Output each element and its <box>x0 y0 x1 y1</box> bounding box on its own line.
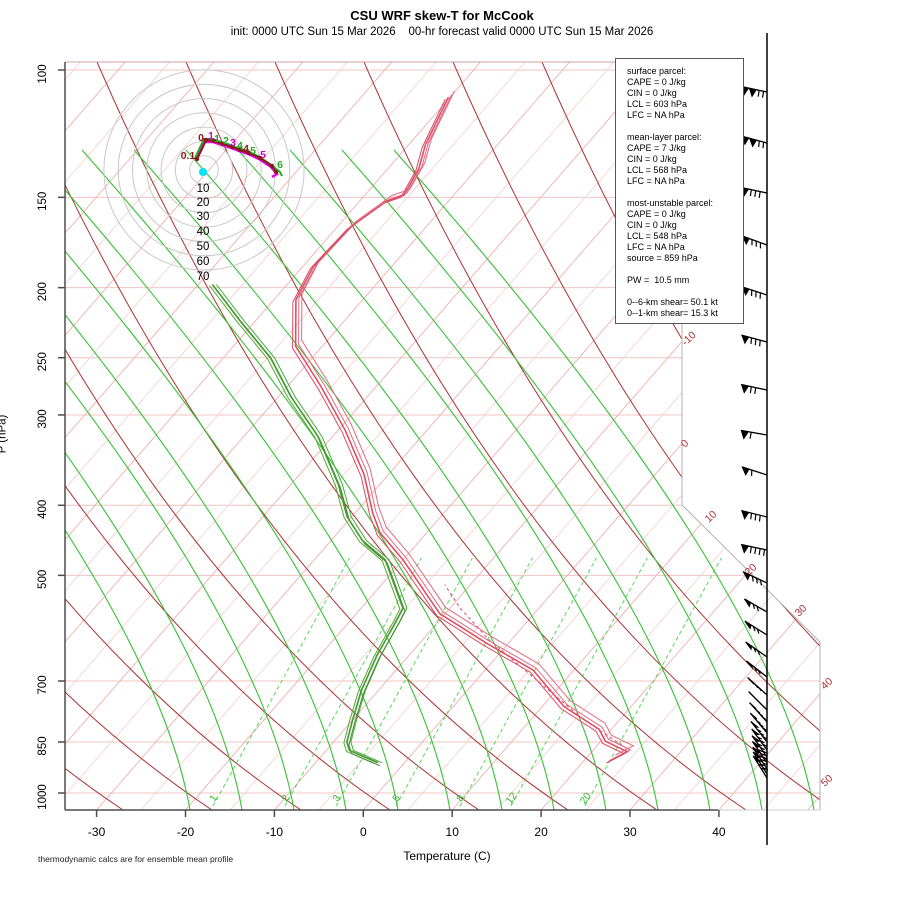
svg-text:-20: -20 <box>177 825 195 839</box>
svg-text:5: 5 <box>391 793 403 804</box>
parcel-info-line: CAPE = 0 J/kg <box>627 209 686 219</box>
svg-text:20: 20 <box>534 825 548 839</box>
parcel-info-line <box>627 187 743 198</box>
parcel-info-line: LFC = NA hPa <box>627 176 685 186</box>
svg-text:10: 10 <box>703 508 720 525</box>
svg-text:0.1: 0.1 <box>181 150 196 162</box>
svg-text:30: 30 <box>623 825 637 839</box>
parcel-info-line: LCL = 568 hPa <box>627 165 687 175</box>
svg-text:5: 5 <box>250 145 256 157</box>
chart-title: CSU WRF skew-T for McCook <box>350 8 534 23</box>
svg-text:3: 3 <box>230 137 236 149</box>
parcel-info-line: LCL = 603 hPa <box>627 99 687 109</box>
svg-text:20: 20 <box>197 197 210 209</box>
background-grid <box>65 62 820 810</box>
svg-text:2: 2 <box>223 135 229 147</box>
parcel-info-line: CAPE = 0 J/kg <box>627 77 686 87</box>
svg-text:300: 300 <box>37 409 49 428</box>
parcel-info-line <box>627 286 743 297</box>
svg-text:70: 70 <box>197 271 210 283</box>
svg-text:50: 50 <box>197 241 210 253</box>
chart-subtitle: init: 0000 UTC Sun 15 Mar 2026 00-hr for… <box>230 26 654 38</box>
svg-text:60: 60 <box>197 256 210 268</box>
svg-text:500: 500 <box>37 570 49 589</box>
parcel-info-line: LFC = NA hPa <box>627 110 685 120</box>
svg-text:10: 10 <box>446 825 460 839</box>
svg-text:1: 1 <box>214 133 220 145</box>
parcel-info-line: CAPE = 7 J/kg <box>627 143 686 153</box>
svg-text:4: 4 <box>243 143 249 155</box>
x-axis-label: Temperature (C) <box>403 849 491 863</box>
svg-text:3: 3 <box>331 793 343 804</box>
parcel-info-line: LCL = 548 hPa <box>627 231 687 241</box>
parcel-info-line <box>627 121 743 132</box>
svg-text:6: 6 <box>277 159 283 171</box>
parcel-info-line: most-unstable parcel: <box>627 198 714 208</box>
svg-text:40: 40 <box>712 825 726 839</box>
storm-motion-dot <box>199 168 207 176</box>
svg-text:-10: -10 <box>266 825 284 839</box>
svg-text:250: 250 <box>37 352 49 371</box>
dewpoint-profile <box>209 283 408 767</box>
svg-text:1: 1 <box>208 130 214 142</box>
svg-text:0: 0 <box>198 132 204 144</box>
parcel-info-line: mean-layer parcel: <box>627 132 702 142</box>
wind-barbs <box>740 33 769 845</box>
svg-text:150: 150 <box>37 192 49 211</box>
svg-text:0: 0 <box>679 437 692 450</box>
parcel-info-line: LFC = NA hPa <box>627 242 685 252</box>
svg-text:40: 40 <box>819 675 836 692</box>
y-axis-label: P (hPa) <box>0 414 9 454</box>
svg-text:100: 100 <box>37 64 49 83</box>
svg-text:200: 200 <box>37 282 49 301</box>
svg-text:5: 5 <box>260 149 266 161</box>
parcel-info-line: 0--6-km shear= 50.1 kt <box>627 297 718 307</box>
svg-text:40: 40 <box>197 226 210 238</box>
svg-text:-30: -30 <box>88 825 106 839</box>
parcel-info-box: surface parcel: CAPE = 0 J/kg CIN = 0 J/kg… <box>615 58 744 324</box>
svg-text:50: 50 <box>819 772 836 789</box>
parcel-info-line: PW = 10.5 mm <box>627 275 690 285</box>
parcel-trace <box>444 584 628 750</box>
parcel-info-line <box>627 264 743 275</box>
svg-text:8: 8 <box>455 793 467 804</box>
parcel-info-line: 0--1-km shear= 15.3 kt <box>627 308 718 318</box>
svg-text:1000: 1000 <box>37 784 49 810</box>
svg-text:850: 850 <box>37 736 49 755</box>
svg-text:400: 400 <box>37 500 49 519</box>
svg-text:4: 4 <box>237 140 243 152</box>
svg-text:0: 0 <box>360 825 367 839</box>
footnote: thermodynamic calcs are for ensemble mea… <box>38 854 234 864</box>
temperature-profile <box>292 90 635 764</box>
parcel-info-line: CIN = 0 J/kg <box>627 154 677 164</box>
svg-text:30: 30 <box>197 211 210 223</box>
parcel-info-line: CIN = 0 J/kg <box>627 88 677 98</box>
parcel-info-line: source = 859 hPa <box>627 253 698 263</box>
svg-text:700: 700 <box>37 675 49 694</box>
svg-text:1: 1 <box>208 793 220 804</box>
svg-text:2: 2 <box>280 793 292 804</box>
svg-text:10: 10 <box>197 183 210 195</box>
parcel-info-line: surface parcel: <box>627 66 687 76</box>
parcel-info-line: CIN = 0 J/kg <box>627 220 677 230</box>
